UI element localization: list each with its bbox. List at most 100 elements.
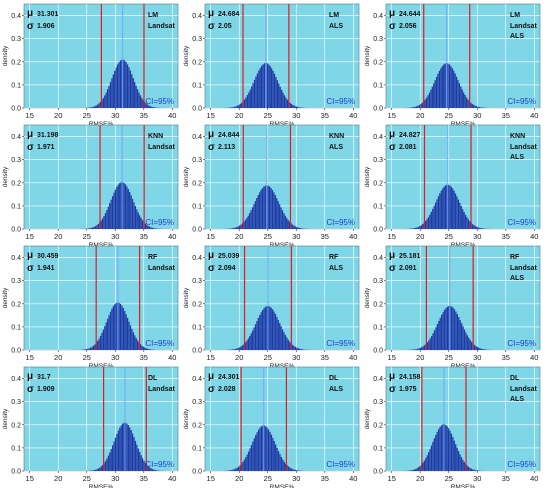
histogram-bar [475, 226, 476, 229]
histogram-bar [445, 64, 446, 108]
histogram-bar [443, 65, 444, 108]
histogram-bar [251, 445, 252, 471]
histogram-bar [462, 460, 463, 471]
histogram-bar [431, 445, 432, 471]
histogram-bar [111, 200, 112, 229]
x-tick-label: 30 [292, 353, 300, 362]
x-tick-label: 40 [349, 474, 357, 483]
histogram-bar [240, 224, 241, 229]
histogram-bar [416, 227, 417, 229]
histogram-bar [471, 469, 472, 471]
histogram-bar [457, 314, 458, 350]
sigma-value: 2.081 [399, 144, 417, 151]
x-tick-label: 40 [349, 353, 357, 362]
histogram-bar [284, 95, 285, 108]
histogram-bar [86, 349, 87, 350]
histogram-bar [463, 212, 464, 229]
histogram-bar [447, 426, 448, 471]
histogram-bar [233, 349, 234, 350]
x-tick-label: 40 [530, 232, 538, 241]
dataset-label: ALS [510, 275, 524, 282]
histogram-bar [136, 338, 137, 350]
histogram-bar [236, 348, 237, 350]
y-tick-label: 0.2 [11, 59, 21, 66]
histogram-bar [91, 228, 92, 229]
histogram-bar [474, 345, 475, 350]
histogram-bar [415, 107, 416, 108]
histogram-bar [458, 200, 459, 229]
x-tick-label: 20 [54, 232, 62, 241]
histogram-bar [418, 227, 419, 229]
histogram-bar [281, 457, 282, 471]
histogram-bar [300, 107, 301, 108]
y-tick-label: 0.1 [192, 203, 202, 210]
model-label: LM [510, 12, 520, 19]
histogram-bar [237, 106, 238, 108]
histogram-bar [255, 201, 256, 229]
histogram-bar [106, 93, 107, 108]
plot-area [24, 246, 178, 350]
histogram-bar [261, 426, 262, 471]
x-tick-label: 15 [388, 232, 396, 241]
histogram-bar [269, 432, 270, 471]
plot-area [386, 4, 540, 108]
mu-symbol: μ [27, 250, 33, 261]
x-tick-label: 25 [445, 353, 453, 362]
histogram-bar [451, 434, 452, 471]
x-tick-label: 30 [111, 111, 119, 120]
histogram-bar [128, 67, 129, 108]
histogram-bar [259, 315, 260, 350]
histogram-bar [294, 106, 295, 108]
x-tick-label: 25 [83, 353, 91, 362]
y-tick-label: 0.1 [373, 203, 383, 210]
histogram-bar [282, 459, 283, 471]
histogram-bar [120, 304, 121, 350]
histogram-bar [478, 348, 479, 350]
y-axis-label: density [183, 287, 190, 308]
mu-symbol: μ [208, 371, 214, 382]
histogram-bar [459, 83, 460, 108]
histogram-bar [103, 330, 104, 350]
histogram-bar [440, 68, 441, 108]
histogram-bar [279, 204, 280, 229]
histogram-bar [230, 228, 231, 229]
y-axis-label: density [183, 408, 190, 429]
histogram-bar [426, 98, 427, 108]
histogram-bar [482, 349, 483, 350]
histogram-bar [84, 349, 85, 350]
histogram-bar [238, 467, 239, 471]
histogram-bar [262, 64, 263, 108]
histogram-bar [431, 336, 432, 350]
histogram-bar [95, 470, 96, 471]
histogram-bar [255, 435, 256, 471]
histogram-bar [429, 449, 430, 471]
histogram-bar [121, 425, 122, 471]
histogram-bar [442, 188, 443, 229]
x-tick-label: 35 [321, 474, 329, 483]
histogram-bar [95, 226, 96, 229]
y-axis-label: density [2, 408, 9, 429]
y-tick-label: 0.1 [192, 82, 202, 89]
histogram-bar [411, 470, 412, 471]
histogram-bar [115, 190, 116, 229]
histogram-bar [436, 199, 437, 229]
x-tick-label: 30 [473, 111, 481, 120]
histogram-bar [101, 221, 102, 229]
histogram-bar [262, 310, 263, 350]
histogram-bar [292, 105, 293, 108]
y-tick-label: 0.0 [11, 227, 21, 234]
histogram-bar [97, 341, 98, 350]
histogram-bar [290, 103, 291, 108]
y-tick-label: 0.3 [373, 278, 383, 285]
sigma-value: 1.906 [37, 23, 55, 30]
y-tick-label: 0.4 [11, 376, 21, 383]
histogram-bar [294, 470, 295, 471]
y-tick-label: 0.4 [373, 255, 383, 262]
histogram-bar [481, 349, 482, 350]
x-tick-label: 35 [140, 111, 148, 120]
histogram-bar [286, 338, 287, 350]
histogram-bar [287, 100, 288, 108]
mu-value: 24.644 [399, 11, 421, 18]
histogram-bar [235, 228, 236, 229]
